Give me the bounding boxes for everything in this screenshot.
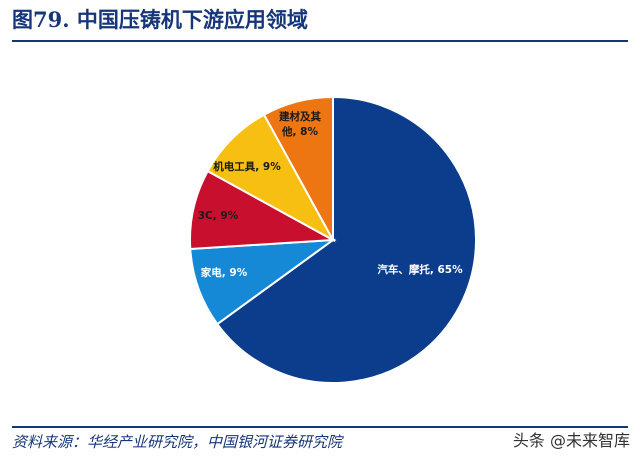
footer-divider — [12, 426, 628, 428]
pie-label-2: 家电, 9% — [201, 266, 248, 279]
source-note: 资料来源：华经产业研究院，中国银河证券研究院 — [12, 433, 343, 451]
pie-label-4: 机电工具, 9% — [213, 160, 281, 173]
page-title: 图79. 中国压铸机下游应用领域 — [12, 7, 308, 32]
pie-label-3: 3C, 9% — [198, 210, 239, 222]
pie-label-1: 汽车、摩托, 65% — [377, 263, 463, 276]
pie-label-5: 建材及其他, 8% — [278, 110, 321, 138]
pie-labels: 汽车、摩托, 65% 家电, 9% 3C, 9% 机电工具, 9% 建材及其他, 8% — [198, 110, 463, 279]
pie-slices — [188, 95, 477, 384]
pie-slice-1 — [215, 95, 477, 384]
pie-slice-5 — [262, 95, 334, 241]
title-divider — [12, 40, 628, 42]
pie-slice-3 — [188, 169, 337, 251]
watermark: 头条 @未来智库 — [512, 431, 630, 450]
pie-slice-2 — [189, 238, 337, 326]
pie-slice-4 — [206, 113, 336, 243]
